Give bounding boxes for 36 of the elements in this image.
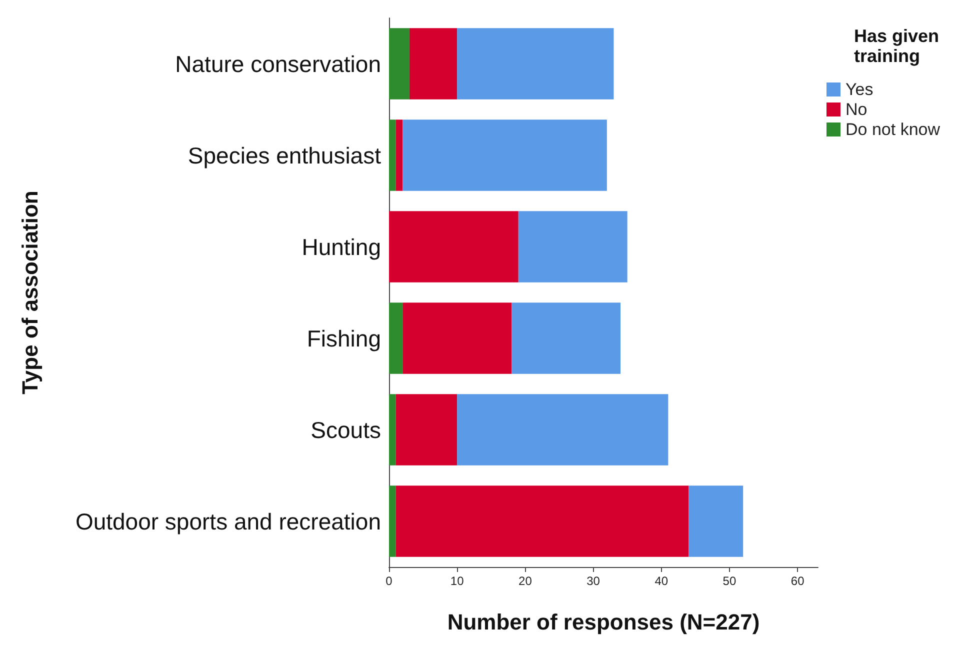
bar [457, 394, 668, 466]
x-tick-label: 50 [722, 574, 736, 588]
bar [402, 120, 607, 191]
x-tick-label: 60 [790, 574, 805, 588]
x-tick-label: 30 [586, 574, 600, 588]
bar [518, 211, 628, 282]
x-axis-title: Number of responses (N=227) [447, 610, 760, 634]
bar [389, 211, 518, 282]
x-tick-label: 20 [518, 574, 532, 588]
y-tick-label: Outdoor sports and recreation [75, 508, 381, 534]
legend-label: Yes [846, 80, 874, 99]
x-tick-label: 40 [654, 574, 668, 588]
y-tick-label: Hunting [302, 234, 381, 260]
bar [396, 120, 403, 191]
legend-title: Has given training [854, 26, 940, 66]
bar [688, 486, 744, 557]
bar [396, 486, 689, 557]
x-tick-label: 10 [450, 574, 464, 588]
bar [389, 486, 396, 557]
bar [402, 302, 512, 374]
bar [512, 302, 621, 374]
y-tick-label: Nature conservation [175, 50, 381, 77]
bar [396, 394, 458, 466]
y-tick-label: Species enthusiast [188, 142, 382, 168]
bar [389, 302, 403, 374]
y-tick-label: Scouts [310, 416, 381, 443]
bar [409, 28, 458, 100]
x-tick-label: 0 [386, 574, 393, 588]
y-tick-label: Fishing [306, 325, 381, 352]
bar [389, 394, 396, 466]
bar [389, 120, 396, 191]
legend-label: No [846, 100, 868, 119]
y-axis-title: Type of association [18, 190, 42, 394]
bar [389, 28, 410, 100]
bar [457, 28, 614, 100]
legend-label: Do not know [846, 120, 941, 139]
